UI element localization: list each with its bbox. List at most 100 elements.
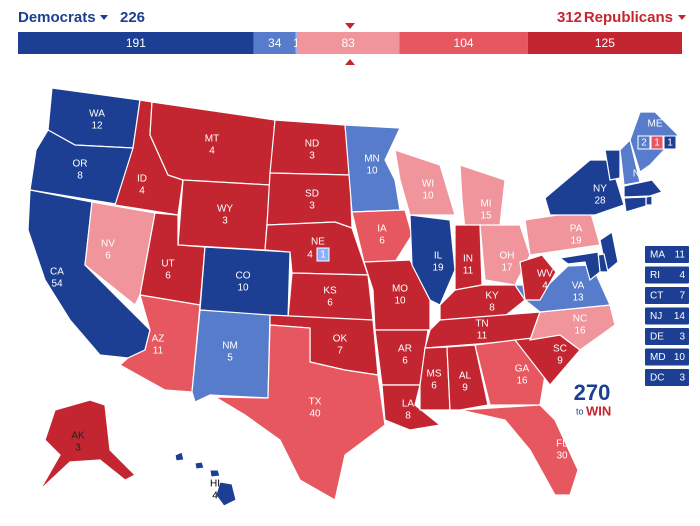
state-votes: 3 [75,443,81,454]
state-abbr: TX [309,397,322,408]
rep-label[interactable]: Republicans [584,9,673,26]
district-box [316,247,330,262]
bar-segment [295,32,297,54]
state-abbr: TN [475,319,488,330]
state-votes: 6 [431,381,437,392]
state-votes: 6 [105,251,111,262]
state-votes: 7 [337,346,343,357]
state[interactable] [351,209,413,263]
state[interactable] [623,179,664,198]
state-abbr: ME [648,119,663,130]
state-abbr: IN [463,254,473,265]
dem-total: 226 [120,9,145,26]
state-votes: 54 [51,279,63,290]
state-abbr: PA [570,224,583,235]
state-abbr: AZ [152,334,165,345]
side-box[interactable] [645,287,689,304]
state-abbr: KY [485,291,499,302]
state[interactable] [645,195,653,206]
side-box[interactable] [645,307,689,325]
state-votes: 9 [462,383,468,394]
state-abbr: MN [364,154,380,165]
side-box-abbr: MD [650,352,666,363]
state-abbr: WY [217,204,233,215]
state[interactable] [524,209,601,256]
dem-caret[interactable] [100,15,108,20]
side-box-abbr: RI [650,270,660,281]
state-abbr: NC [573,314,587,325]
state-abbr: AR [398,344,412,355]
state-votes: 30 [556,451,568,462]
state[interactable] [419,346,451,411]
side-box-votes: 14 [674,311,686,322]
bar-label: 83 [341,36,355,50]
side-box[interactable] [645,328,689,345]
side-box[interactable] [645,348,689,366]
state-votes: 4 [212,491,218,502]
side-box-abbr: MA [650,250,665,261]
state-votes: 13 [572,293,584,304]
state-votes: 15 [480,211,492,222]
state-votes: 6 [402,356,408,367]
state-abbr: ND [305,139,319,150]
rep-caret[interactable] [678,15,686,20]
state-abbr: IL [434,251,443,262]
state-abbr: NM [222,341,238,352]
state[interactable] [194,461,205,470]
state[interactable] [39,399,137,491]
logo-to: to [576,406,584,416]
side-box-votes: 7 [679,291,685,302]
bar-segment [296,32,400,54]
state-votes: 3 [309,201,315,212]
state-votes: 11 [153,346,164,357]
state-abbr: MI [480,199,491,210]
state-votes: 12 [91,121,103,132]
midpoint-marker [345,59,355,65]
side-box[interactable] [645,266,689,284]
state-abbr: LA [402,399,415,410]
district-votes: 1 [654,138,660,149]
state-votes: 10 [237,283,249,294]
side-box[interactable] [645,246,689,263]
bar-label: 34 [268,36,282,50]
state-abbr: KS [323,286,337,297]
state-votes: 16 [574,326,586,337]
state-abbr: WI [422,179,434,190]
state-votes: 5 [227,353,233,364]
state[interactable] [519,254,557,301]
state-votes: 4 [307,250,313,261]
state[interactable] [604,149,621,181]
state-votes: 9 [557,356,563,367]
state[interactable] [558,251,601,282]
state-abbr: OH [500,251,515,262]
state-votes: 16 [516,376,528,387]
state[interactable] [394,149,456,216]
state-abbr: IA [377,224,387,235]
state[interactable] [459,404,579,496]
state[interactable] [209,469,221,478]
dem-label[interactable]: Democrats [18,9,96,26]
state[interactable] [544,159,625,216]
state-abbr: WV [537,269,553,280]
state-votes: 10 [422,191,434,202]
state[interactable] [623,196,647,213]
side-box[interactable] [645,369,689,386]
state-votes: 10 [366,166,378,177]
side-box-abbr: CT [650,291,663,302]
state[interactable] [84,201,156,306]
state-abbr: AL [459,371,472,382]
state-votes: 8 [489,303,495,314]
state[interactable] [446,344,489,411]
state-votes: 3 [309,151,315,162]
state[interactable] [212,324,386,501]
state[interactable] [215,481,237,507]
district-box [663,135,677,150]
state-votes: 4 [139,186,145,197]
logo-win: WIN [586,403,611,418]
state-abbr: NH [633,169,647,180]
state-abbr: ID [137,174,147,185]
state-abbr: NE [311,237,325,248]
state[interactable] [174,451,185,462]
state-abbr: AK [71,431,85,442]
rep-total: 312 [557,9,582,26]
